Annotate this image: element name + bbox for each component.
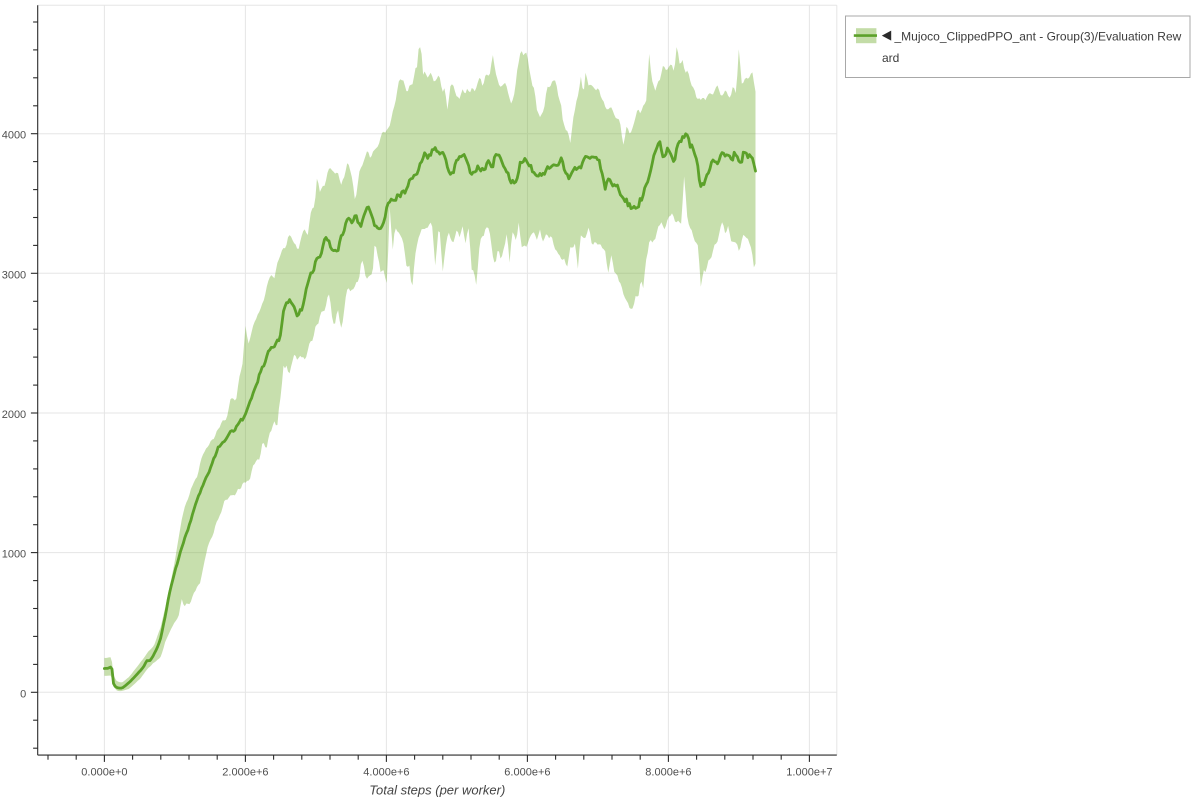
svg-text:2000: 2000 <box>2 409 26 421</box>
svg-text:Total steps (per worker): Total steps (per worker) <box>369 783 505 798</box>
svg-text:0: 0 <box>20 688 26 700</box>
svg-text:6.000e+6: 6.000e+6 <box>504 767 550 779</box>
svg-text:_Mujoco_ClippedPPO_ant - Group: _Mujoco_ClippedPPO_ant - Group(3)/Evalua… <box>894 29 1182 43</box>
svg-text:ard: ard <box>882 51 899 65</box>
svg-text:1.000e+7: 1.000e+7 <box>786 767 832 779</box>
svg-text:3000: 3000 <box>2 269 26 281</box>
svg-text:1000: 1000 <box>2 549 26 561</box>
svg-text:2.000e+6: 2.000e+6 <box>222 767 268 779</box>
svg-text:4.000e+6: 4.000e+6 <box>363 767 409 779</box>
svg-text:4000: 4000 <box>2 130 26 142</box>
svg-text:0.000e+0: 0.000e+0 <box>81 767 127 779</box>
svg-text:8.000e+6: 8.000e+6 <box>645 767 691 779</box>
